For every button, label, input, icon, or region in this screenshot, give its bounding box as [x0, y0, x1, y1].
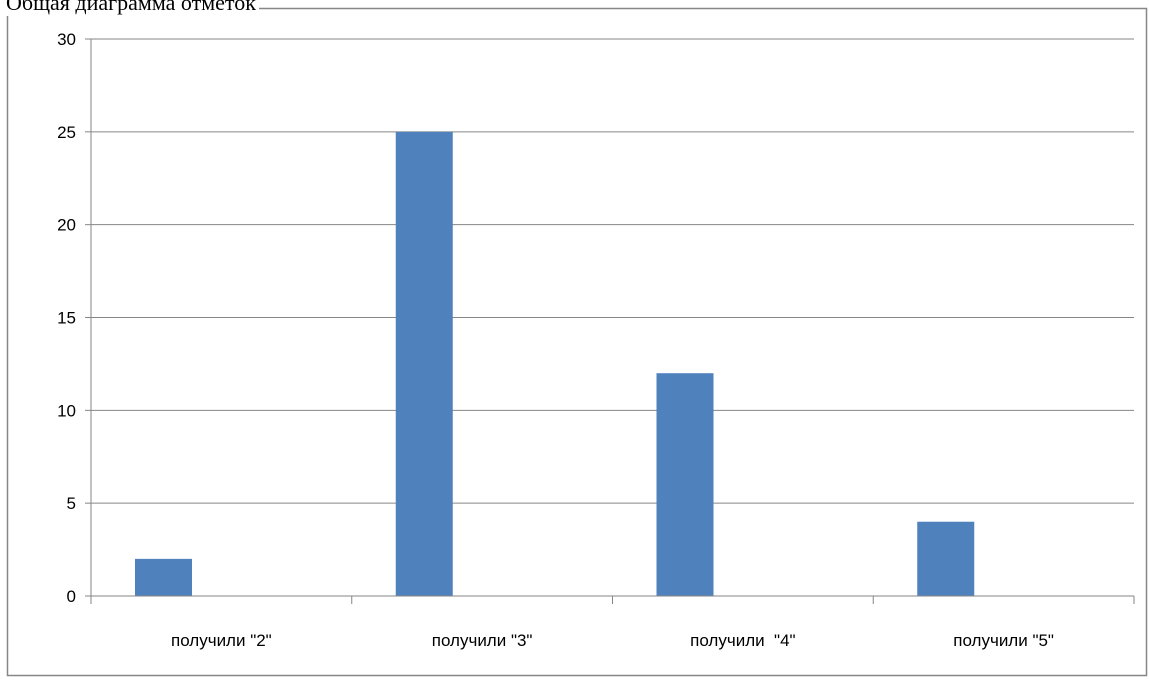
bar: [917, 521, 975, 596]
tick-labels: 0 5 10 15 20 25 30 получили "2" получили "3" полу…: [57, 30, 1054, 650]
y-tick-label: 20: [57, 216, 76, 235]
y-tick-label: 25: [57, 123, 76, 142]
bar: [135, 558, 192, 596]
chart-title: Общая диаграмма отметок: [6, 0, 259, 16]
chart-border: [6, 7, 1148, 677]
bar-series: [135, 131, 975, 597]
y-tick-label: 30: [57, 30, 76, 49]
x-tick-label: получили "3": [432, 631, 533, 650]
x-tick-label: получили "4": [690, 631, 795, 650]
y-tick-label: 5: [67, 494, 76, 513]
x-tick-label: получили "5": [953, 631, 1054, 650]
axes: [85, 38, 1135, 604]
x-tick-label: получили "2": [171, 631, 272, 650]
y-tick-label: 15: [57, 309, 76, 328]
y-tick-label: 0: [67, 587, 76, 606]
gridlines: [91, 38, 1134, 504]
bar: [656, 373, 714, 596]
y-tick-label: 10: [57, 401, 76, 420]
bar: [395, 131, 453, 597]
